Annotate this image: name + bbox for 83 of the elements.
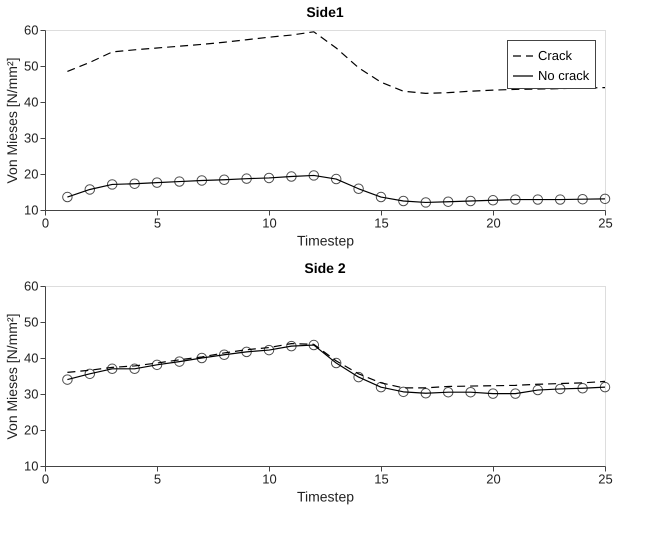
point [532,384,544,396]
point [398,386,409,398]
point [152,177,162,188]
point [488,195,498,206]
chart-title: Side1 [306,4,344,20]
point [196,175,208,186]
x-tick-label: 0 [42,216,50,230]
point [420,197,432,208]
point [84,368,96,380]
point [577,383,588,394]
point [129,364,140,374]
y-tick-label: 30 [24,130,38,146]
point [84,184,96,195]
point [600,382,610,392]
point [196,352,208,364]
point [174,176,185,187]
point [532,194,544,205]
legend-label: Crack [538,48,572,63]
point [106,364,118,374]
x-tick-label: 20 [486,216,501,230]
x-tick-label: 15 [374,472,389,486]
point [264,172,274,184]
legend-label: No crack [538,68,590,83]
point [330,174,342,184]
point [129,178,140,189]
y-tick-label: 10 [24,202,38,218]
x-tick-label: 25 [598,216,613,230]
point [330,358,342,368]
y-tick-label: 40 [24,94,38,110]
point [465,386,476,398]
point [420,388,432,399]
y-axis-title: Von Mieses [N/mm²] [4,57,20,184]
point [241,173,252,184]
x-axis-title: Timestep [296,488,354,504]
point [465,196,476,206]
point [308,170,320,181]
x-tick-label: 25 [598,472,613,486]
y-tick-label: 50 [24,58,38,74]
point [62,374,73,385]
y-tick-label: 20 [24,422,38,438]
y-tick-label: 20 [24,166,38,182]
point [241,346,252,358]
x-tick-label: 10 [262,472,277,486]
point [174,356,185,367]
point [376,382,386,392]
point [510,388,521,399]
point [152,360,162,370]
y-tick-label: 60 [24,278,38,294]
point [398,196,409,206]
point [353,372,364,382]
point [554,194,566,205]
y-tick-label: 10 [24,458,38,474]
point [554,384,566,394]
point [510,194,521,205]
x-tick-label: 10 [262,216,277,230]
point [577,194,588,204]
point [308,340,320,350]
y-tick-label: 50 [24,314,38,330]
point [218,350,230,360]
point [600,194,610,204]
point [218,174,230,185]
y-tick-label: 60 [24,22,38,38]
point [264,344,274,356]
x-tick-label: 15 [374,216,389,230]
chart-title: Side 2 [304,260,346,276]
x-tick-label: 5 [154,216,162,230]
point [353,184,364,194]
y-tick-label: 40 [24,350,38,366]
y-tick-label: 30 [24,386,38,402]
x-tick-label: 5 [154,472,162,486]
point [286,171,297,182]
x-tick-label: 0 [42,472,50,486]
point [376,192,386,202]
y-axis-title: Von Mieses [N/mm²] [4,313,20,440]
point [442,196,454,207]
x-axis-title: Timestep [296,232,354,248]
point [62,192,73,202]
x-tick-label: 20 [486,472,501,486]
point [488,388,498,399]
point [442,386,454,398]
line-series [66,31,606,94]
point [286,340,297,352]
point [106,179,118,190]
